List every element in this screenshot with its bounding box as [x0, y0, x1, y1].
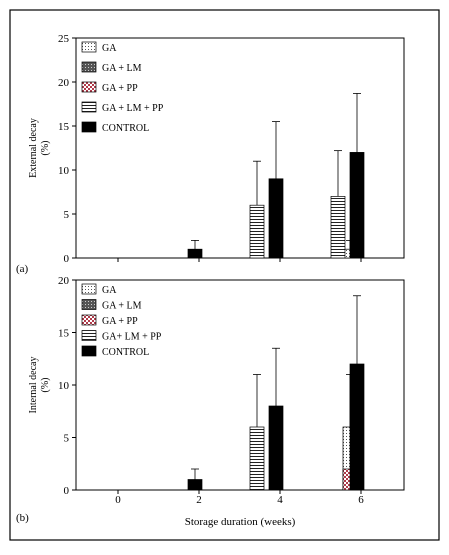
bar: [268, 178, 284, 259]
legend-label: GA + LM: [102, 301, 142, 312]
x-tick-label: 0: [115, 494, 121, 506]
y-axis-title: External decay: [28, 118, 39, 178]
legend-swatch: [81, 299, 97, 310]
y-tick-label: 20: [58, 275, 70, 287]
legend-label: GA + PP: [102, 316, 138, 327]
panel-label: (b): [16, 512, 29, 524]
legend-label: GA: [102, 285, 117, 296]
legend-swatch: [81, 61, 97, 73]
panel-b: 0 5 10 15 20 0 2 4 6 Internal decay (%) (b) GA GA + L…: [16, 275, 405, 524]
bar: [249, 426, 265, 491]
y-tick-label: 10: [58, 165, 70, 177]
bar: [349, 152, 365, 259]
legend-swatch: [81, 101, 97, 113]
legend-label: GA + LM + PP: [102, 103, 164, 114]
y-tick-label: 0: [64, 253, 70, 265]
bar: [249, 204, 265, 259]
outer-border: [9, 9, 440, 541]
legend-swatch: [81, 121, 97, 133]
legend-label: GA + LM: [102, 63, 142, 74]
x-tick-label: 6: [358, 494, 364, 506]
y-tick-label: 5: [64, 433, 70, 445]
y-tick-label: 5: [64, 209, 70, 221]
legend-label: CONTROL: [102, 123, 149, 134]
bar: [268, 405, 284, 491]
panel-a: 0 5 10 15 20 25 External decay (%) (a) GA GA + LM G…: [16, 33, 405, 275]
y-tick-label: 10: [58, 380, 70, 392]
y-tick-label: 15: [58, 328, 70, 340]
x-tick-label: 2: [196, 494, 202, 506]
legend-label: GA+ LM + PP: [102, 332, 162, 343]
legend-swatch: [81, 283, 97, 295]
legend-label: CONTROL: [102, 347, 149, 358]
x-axis-title: Storage duration (weeks): [185, 516, 296, 528]
y-tick-label: 25: [58, 33, 70, 45]
y-tick-label: 20: [58, 77, 70, 89]
legend-swatch: [81, 81, 97, 93]
legend-swatch: [81, 345, 97, 357]
legend-label: GA: [102, 43, 117, 54]
panel-label: (a): [16, 263, 29, 275]
legend-swatch: [81, 330, 97, 341]
plot-area: [75, 37, 405, 259]
legend-label: GA + PP: [102, 83, 138, 94]
legend-swatch: [81, 41, 97, 53]
bar: [349, 363, 365, 491]
y-tick-label: 0: [64, 485, 70, 497]
y-axis-title: (%): [40, 141, 51, 156]
bar: [187, 248, 203, 259]
bar: [330, 196, 346, 259]
x-tick-label: 4: [277, 494, 283, 506]
y-axis-title: (%): [40, 378, 51, 393]
y-axis-title: Internal decay: [28, 357, 39, 414]
bar: [187, 479, 203, 491]
y-tick-label: 15: [58, 121, 70, 133]
legend-swatch: [81, 314, 97, 326]
